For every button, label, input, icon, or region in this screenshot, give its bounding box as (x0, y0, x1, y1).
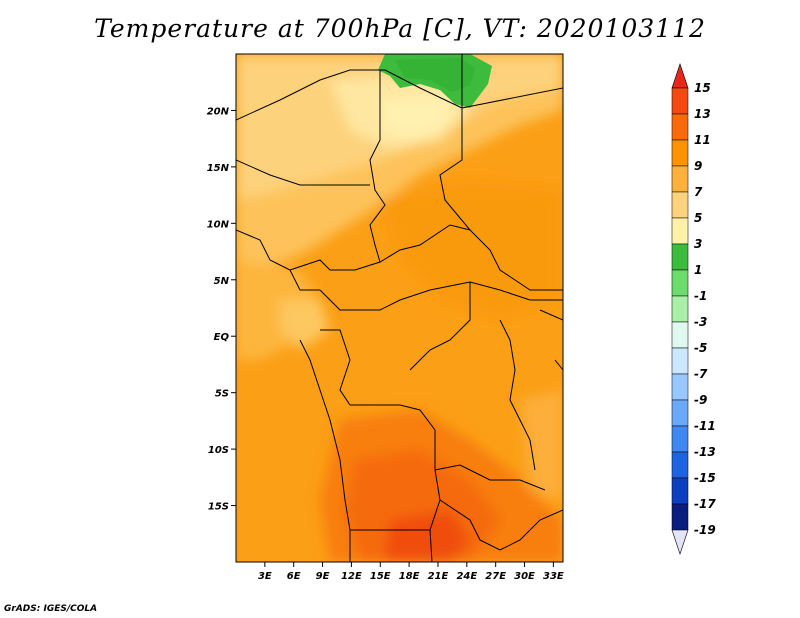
x-tick-label: 30E (514, 571, 535, 582)
colorbar: 15 13 11 9 7 5 3 1 -1 -3 -5 -7 -9 -11 -13 -15 -17 -19 (671, 63, 716, 555)
y-tick-label: 10S (208, 445, 229, 456)
colorbar-label: -7 (694, 367, 708, 381)
colorbar-label: -9 (694, 393, 707, 407)
x-tick-label: 21E (428, 571, 449, 582)
colorbar-segment (671, 243, 689, 271)
colorbar-segment (671, 165, 689, 193)
y-tick-label: 15N (207, 163, 230, 174)
x-tick-label: 24E (456, 571, 477, 582)
colorbar-label: -1 (694, 289, 707, 303)
credit-label: GrADS: IGES/COLA (4, 604, 98, 614)
colorbar-label: -17 (694, 497, 716, 511)
colorbar-segment (671, 139, 689, 167)
colorbar-label: 9 (694, 159, 702, 173)
x-tick-label: 27E (485, 571, 506, 582)
colorbar-label: 1 (694, 263, 702, 277)
y-tick-label: 10N (207, 219, 230, 230)
colorbar-label: 3 (694, 237, 702, 251)
colorbar-segment (671, 451, 689, 479)
colorbar-label: -11 (694, 419, 716, 433)
colorbar-segment (671, 399, 689, 427)
temperature-field (236, 54, 563, 562)
map-title: Temperature at 700hPa [C], VT: 202010311… (94, 14, 706, 43)
y-tick-label: 5S (215, 389, 229, 400)
x-tick-label: 18E (399, 571, 420, 582)
colorbar-label: -3 (694, 315, 707, 329)
x-tick-label: 3E (258, 571, 272, 582)
y-tick-label: EQ (214, 332, 230, 343)
colorbar-top-arrow (671, 63, 689, 89)
colorbar-segment (671, 295, 689, 323)
colorbar-label: -19 (694, 523, 716, 537)
colorbar-segment (671, 503, 689, 531)
country-borders (236, 54, 563, 562)
x-tick-label: 6E (287, 571, 301, 582)
colorbar-segment (671, 113, 689, 141)
colorbar-bottom-arrow (671, 529, 689, 555)
colorbar-label: 11 (694, 133, 711, 147)
colorbar-segment (671, 347, 689, 375)
colorbar-segment (671, 269, 689, 297)
colorbar-label: 7 (694, 185, 703, 199)
map-frame (235, 53, 564, 563)
colorbar-label: 15 (694, 81, 711, 95)
colorbar-label: 5 (694, 211, 702, 225)
colorbar-label: -15 (694, 471, 716, 485)
y-tick-label: 5N (214, 276, 230, 287)
colorbar-segment (671, 373, 689, 401)
colorbar-segment (671, 191, 689, 219)
x-axis-ticks: 3E 6E 9E 12E 15E 18E 21E 24E 27E 30E 33E (258, 562, 564, 582)
colorbar-segment (671, 321, 689, 349)
colorbar-segment (671, 477, 689, 505)
y-axis-ticks: 20N 15N 10N 5N EQ 5S 10S 15S (207, 106, 236, 513)
colorbar-segment (671, 217, 689, 245)
x-tick-label: 12E (341, 571, 362, 582)
colorbar-segment (671, 425, 689, 453)
x-tick-label: 33E (543, 571, 564, 582)
colorbar-label: -5 (694, 341, 707, 355)
x-tick-label: 15E (370, 571, 391, 582)
colorbar-label: 13 (694, 107, 711, 121)
y-tick-label: 20N (207, 106, 230, 117)
colorbar-label: -13 (694, 445, 716, 459)
x-tick-label: 9E (316, 571, 330, 582)
y-tick-label: 15S (208, 502, 229, 513)
colorbar-segment (671, 87, 689, 115)
